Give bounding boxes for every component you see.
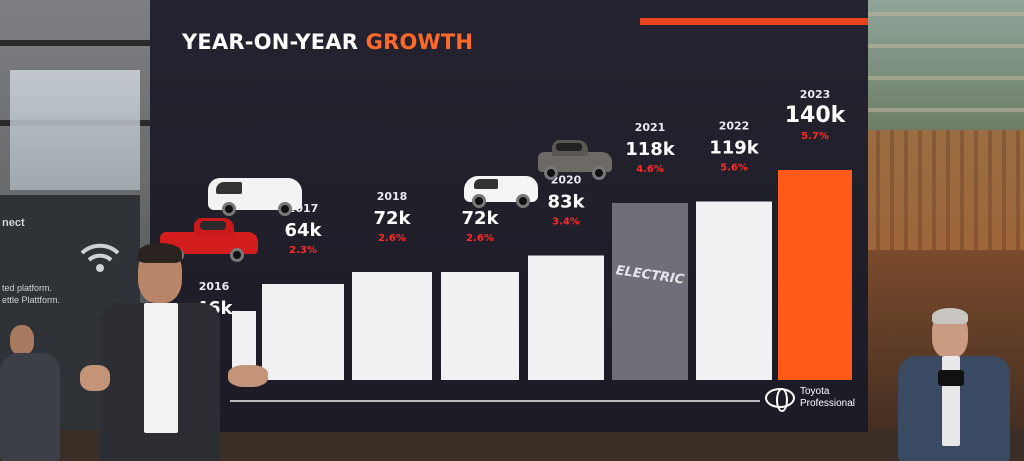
slide-title-white: YEAR-ON-YEAR <box>182 30 366 54</box>
growth-label-2021: 4.6% <box>636 164 664 175</box>
year-label-2016: 2016 <box>199 280 230 293</box>
toyota-emblem-icon <box>765 388 795 412</box>
value-label-2020: 83k <box>547 192 585 213</box>
bar-2017 <box>262 284 344 380</box>
growth-label-2018: 2.6% <box>378 233 406 244</box>
growth-label-2023: 5.7% <box>801 131 829 142</box>
year-label-2022: 2022 <box>719 120 750 133</box>
bar-2023 <box>778 170 852 380</box>
wooden-slats <box>866 130 1024 250</box>
bar-2021 <box>612 203 688 380</box>
presentation-screen: YEAR-ON-YEAR GROWTH 201646k201764k2.3%20… <box>150 0 868 432</box>
growth-label-2022: 5.6% <box>720 163 748 174</box>
bar-2019 <box>441 272 519 380</box>
white-compact-van-image <box>464 168 540 212</box>
white-van-image <box>208 172 304 222</box>
brand-wordmark: Toyota Professional <box>800 386 855 410</box>
value-label-2023: 140k <box>785 103 847 128</box>
growth-label-2020: 3.4% <box>552 217 580 228</box>
presenter-right <box>892 308 1022 461</box>
audience-member <box>0 325 70 461</box>
slide-title: YEAR-ON-YEAR GROWTH <box>182 30 473 54</box>
value-label-2019: 72k <box>461 208 499 229</box>
year-label-2023: 2023 <box>800 88 831 101</box>
value-label-2018: 72k <box>373 208 411 229</box>
toyota-professional-logo: Toyota Professional <box>765 386 865 412</box>
accent-bar <box>640 18 868 25</box>
bar-2018 <box>352 272 432 380</box>
venue-window <box>10 70 140 190</box>
wifi-icon <box>80 243 120 272</box>
brand-line-2: Professional <box>800 398 856 409</box>
bar-2020 <box>528 255 604 380</box>
presenter-left <box>80 243 280 461</box>
year-label-2021: 2021 <box>635 121 666 134</box>
slide-title-accent: GROWTH <box>365 30 474 54</box>
value-label-2021: 118k <box>625 139 676 160</box>
value-label-2017: 64k <box>284 220 322 241</box>
stage-truss <box>0 40 160 46</box>
year-label-2018: 2018 <box>377 190 408 203</box>
booth-text-line: ettle Plattform. <box>2 295 61 305</box>
chart-baseline-rule <box>230 400 760 402</box>
booth-text-line: ted platform. <box>2 283 53 293</box>
booth-heading: nect <box>2 217 25 229</box>
silver-pickup-image <box>538 138 614 184</box>
growth-label-2019: 2.6% <box>466 233 494 244</box>
year-label-2020: 2020 <box>551 174 582 187</box>
ceiling-beams <box>866 0 1024 140</box>
bar-2022 <box>696 201 772 380</box>
growth-label-2017: 2.3% <box>289 245 317 256</box>
brand-line-1: Toyota <box>800 386 830 397</box>
value-label-2022: 119k <box>709 138 760 159</box>
